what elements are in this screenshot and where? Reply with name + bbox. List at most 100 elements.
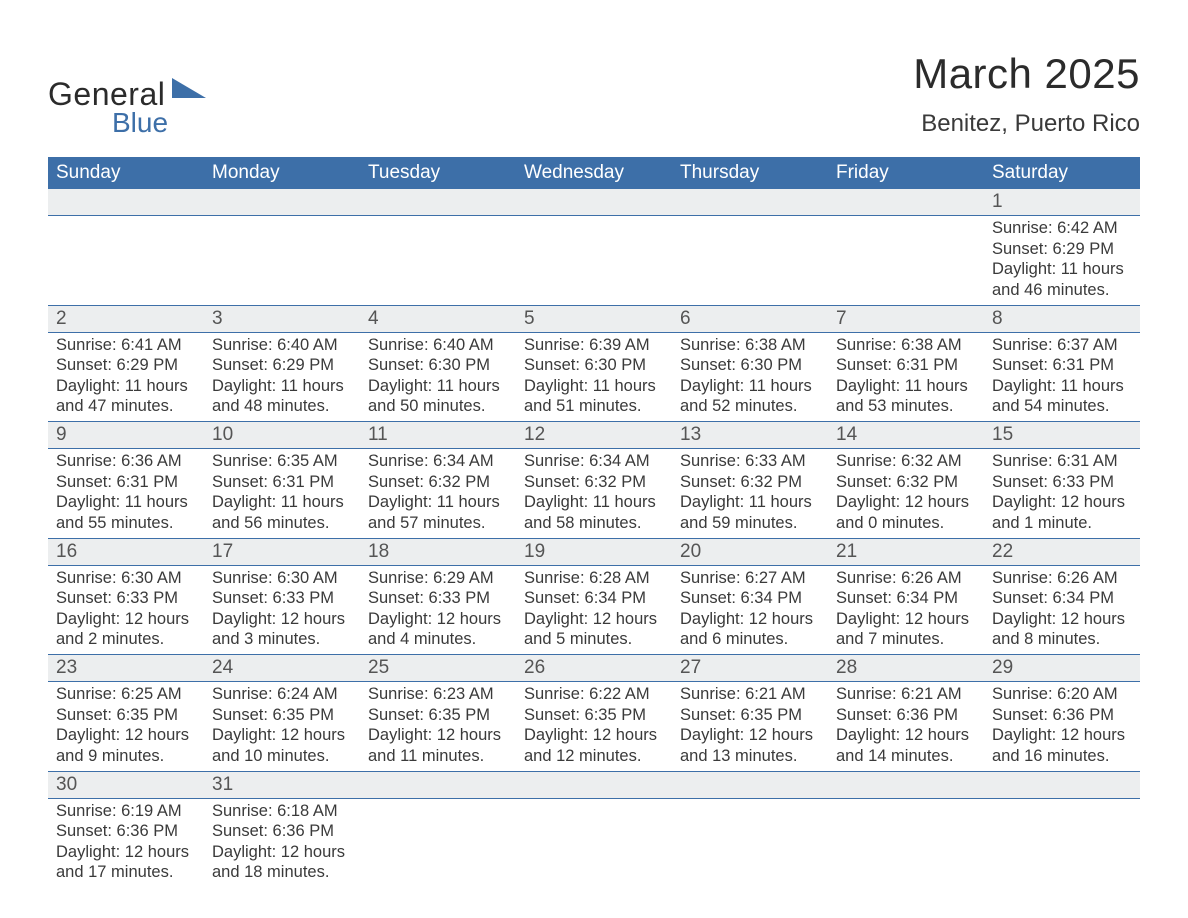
sunrise-text: Sunrise: 6:39 AM	[524, 335, 664, 356]
daylight-text: Daylight: 12 hours	[836, 725, 976, 746]
day-number: 14	[828, 422, 984, 448]
sunset-text: Sunset: 6:35 PM	[524, 705, 664, 726]
daylight-text: Daylight: 12 hours	[992, 492, 1132, 513]
daylight-text: and 18 minutes.	[212, 862, 352, 883]
daylight-text: Daylight: 12 hours	[368, 725, 508, 746]
day-detail	[360, 216, 516, 296]
day-number-row: 9101112131415	[48, 422, 1140, 449]
daylight-text: and 56 minutes.	[212, 513, 352, 534]
daylight-text: and 50 minutes.	[368, 396, 508, 417]
day-detail: Sunrise: 6:38 AMSunset: 6:31 PMDaylight:…	[828, 333, 984, 422]
logo: General Blue	[48, 50, 206, 139]
title-block: March 2025 Benitez, Puerto Rico	[913, 50, 1140, 138]
daylight-text: and 5 minutes.	[524, 629, 664, 650]
weekday-header: Saturday	[984, 157, 1140, 189]
weekday-header: Sunday	[48, 157, 204, 189]
daylight-text: and 4 minutes.	[368, 629, 508, 650]
day-number: 21	[828, 539, 984, 565]
sunrise-text: Sunrise: 6:29 AM	[368, 568, 508, 589]
day-number	[828, 772, 984, 796]
sunset-text: Sunset: 6:32 PM	[680, 472, 820, 493]
sunrise-text: Sunrise: 6:28 AM	[524, 568, 664, 589]
daylight-text: and 57 minutes.	[368, 513, 508, 534]
day-detail-row: Sunrise: 6:19 AMSunset: 6:36 PMDaylight:…	[48, 798, 1140, 887]
day-number: 16	[48, 539, 204, 565]
day-detail	[828, 799, 984, 879]
sunset-text: Sunset: 6:32 PM	[368, 472, 508, 493]
sunrise-text: Sunrise: 6:26 AM	[992, 568, 1132, 589]
day-number: 13	[672, 422, 828, 448]
day-number: 18	[360, 539, 516, 565]
day-number	[516, 189, 672, 213]
daylight-text: Daylight: 12 hours	[680, 609, 820, 630]
day-number: 30	[48, 772, 204, 798]
daylight-text: Daylight: 12 hours	[56, 725, 196, 746]
daylight-text: and 3 minutes.	[212, 629, 352, 650]
day-detail	[360, 799, 516, 879]
day-detail-row: Sunrise: 6:25 AM Sunset: 6:35 PM Daylight:…	[48, 682, 1140, 772]
day-detail: Sunrise: 6:24 AMSunset: 6:35 PMDaylight:…	[204, 682, 360, 771]
day-number: 8	[984, 306, 1140, 332]
daylight-text: and 2 minutes.	[56, 629, 196, 650]
sunset-text: Sunset: 6:35 PM	[680, 705, 820, 726]
daylight-text: Daylight: 12 hours	[212, 725, 352, 746]
daylight-text: and 13 minutes.	[680, 746, 820, 767]
day-detail: Sunrise: 6:20 AMSunset: 6:36 PMDaylight:…	[984, 682, 1140, 771]
day-detail: Sunrise: 6:27 AMSunset: 6:34 PMDaylight:…	[672, 566, 828, 655]
day-detail-row: Sunrise: 6:42 AMSunset: 6:29 PMDaylight:…	[48, 216, 1140, 306]
day-detail: Sunrise: 6:25 AMSunset: 6:35 PMDaylight:…	[48, 682, 204, 771]
day-number: 1	[984, 189, 1140, 215]
sunset-text: Sunset: 6:32 PM	[836, 472, 976, 493]
daylight-text: and 55 minutes.	[56, 513, 196, 534]
day-detail: Sunrise: 6:18 AMSunset: 6:36 PMDaylight:…	[204, 799, 360, 888]
day-number	[48, 189, 204, 213]
daylight-text: and 46 minutes.	[992, 280, 1132, 301]
day-number: 19	[516, 539, 672, 565]
sunrise-text: Sunrise: 6:37 AM	[992, 335, 1132, 356]
sunrise-text: Sunrise: 6:20 AM	[992, 684, 1132, 705]
sunrise-text: Sunrise: 6:34 AM	[368, 451, 508, 472]
day-number: 12	[516, 422, 672, 448]
day-detail: Sunrise: 6:34 AMSunset: 6:32 PMDaylight:…	[516, 449, 672, 538]
daylight-text: Daylight: 12 hours	[992, 725, 1132, 746]
daylight-text: and 47 minutes.	[56, 396, 196, 417]
sunrise-text: Sunrise: 6:30 AM	[212, 568, 352, 589]
daylight-text: and 14 minutes.	[836, 746, 976, 767]
day-detail: Sunrise: 6:34 AMSunset: 6:32 PMDaylight:…	[360, 449, 516, 538]
sunrise-text: Sunrise: 6:36 AM	[56, 451, 196, 472]
sunset-text: Sunset: 6:33 PM	[212, 588, 352, 609]
sunset-text: Sunset: 6:33 PM	[992, 472, 1132, 493]
day-number: 6	[672, 306, 828, 332]
day-detail-row: Sunrise: 6:41 AMSunset: 6:29 PMDaylight:…	[48, 332, 1140, 422]
daylight-text: and 58 minutes.	[524, 513, 664, 534]
daylight-text: Daylight: 11 hours	[56, 492, 196, 513]
sunrise-text: Sunrise: 6:25 AM	[56, 684, 196, 705]
daylight-text: and 54 minutes.	[992, 396, 1132, 417]
daylight-text: Daylight: 12 hours	[212, 842, 352, 863]
month-title: March 2025	[913, 50, 1140, 98]
day-detail: Sunrise: 6:21 AMSunset: 6:36 PMDaylight:…	[828, 682, 984, 771]
day-number: 23	[48, 655, 204, 681]
day-detail: Sunrise: 6:39 AMSunset: 6:30 PMDaylight:…	[516, 333, 672, 422]
location-title: Benitez, Puerto Rico	[913, 110, 1140, 138]
sunrise-text: Sunrise: 6:40 AM	[212, 335, 352, 356]
day-detail: Sunrise: 6:29 AMSunset: 6:33 PMDaylight:…	[360, 566, 516, 655]
daylight-text: and 16 minutes.	[992, 746, 1132, 767]
day-detail	[204, 216, 360, 296]
daylight-text: Daylight: 12 hours	[212, 609, 352, 630]
logo-triangle-icon	[172, 76, 206, 105]
sunrise-text: Sunrise: 6:24 AM	[212, 684, 352, 705]
sunrise-text: Sunrise: 6:38 AM	[680, 335, 820, 356]
day-detail: Sunrise: 6:36 AMSunset: 6:31 PMDaylight:…	[48, 449, 204, 538]
sunset-text: Sunset: 6:30 PM	[680, 355, 820, 376]
sunrise-text: Sunrise: 6:31 AM	[992, 451, 1132, 472]
daylight-text: Daylight: 12 hours	[836, 492, 976, 513]
sunrise-text: Sunrise: 6:22 AM	[524, 684, 664, 705]
day-detail: Sunrise: 6:35 AMSunset: 6:31 PMDaylight:…	[204, 449, 360, 538]
sunrise-text: Sunrise: 6:18 AM	[212, 801, 352, 822]
daylight-text: and 9 minutes.	[56, 746, 196, 767]
day-number: 3	[204, 306, 360, 332]
sunrise-text: Sunrise: 6:32 AM	[836, 451, 976, 472]
day-detail	[672, 799, 828, 879]
day-number: 27	[672, 655, 828, 681]
